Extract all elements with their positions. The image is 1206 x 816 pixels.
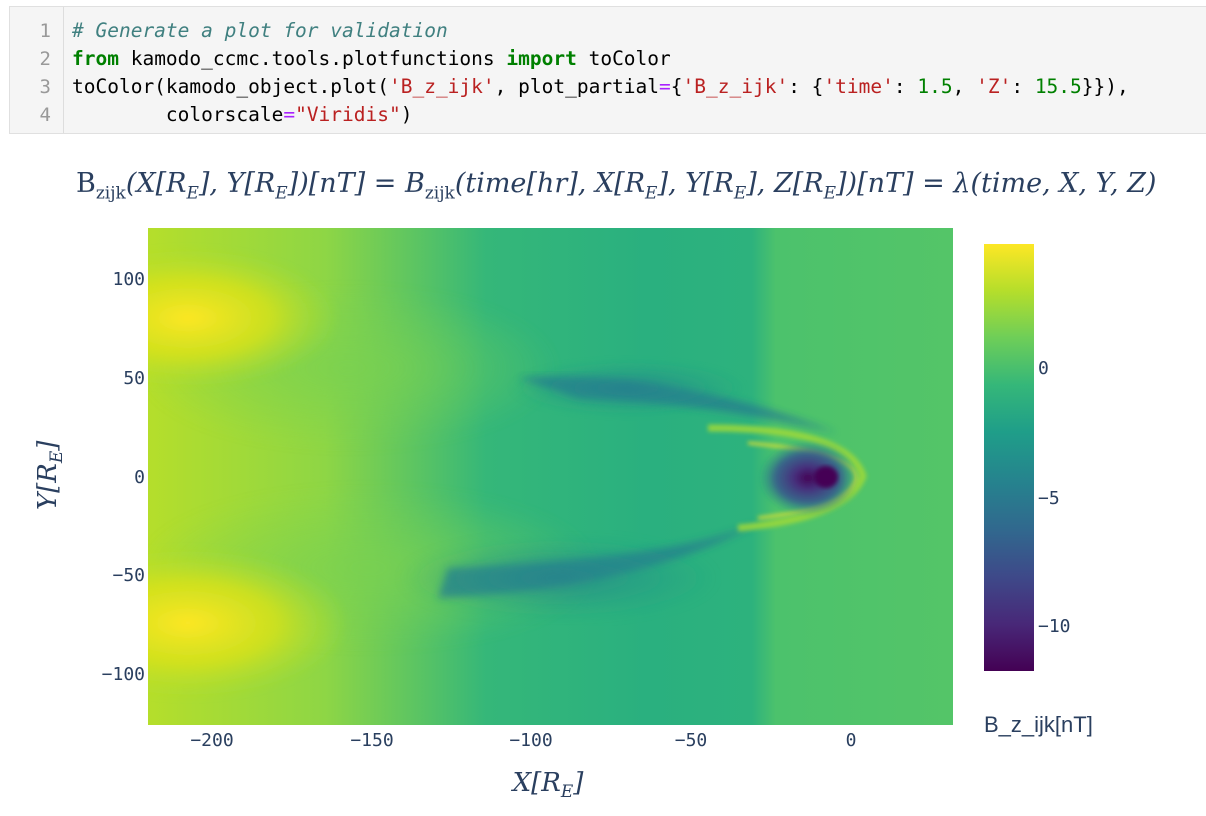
code-token: toColor <box>576 47 671 70</box>
colorbar-gradient <box>984 244 1034 671</box>
y-axis-label-text: ] <box>32 440 63 451</box>
code-line: from kamodo_ccmc.tools.plotfunctions imp… <box>72 45 671 73</box>
code-token: 'Z' <box>976 75 1012 98</box>
code-token: , <box>952 75 977 98</box>
heatmap-feature <box>758 440 858 516</box>
x-axis-label: X[RE] <box>513 768 584 802</box>
title-text: ], Y[R <box>198 168 276 199</box>
line-number: 3 <box>39 76 51 98</box>
title-text: zijk <box>95 183 126 204</box>
heatmap-plot-area[interactable] <box>148 228 953 725</box>
code-token: 'time' <box>823 75 894 98</box>
heatmap-feature <box>148 248 338 388</box>
code-token: kamodo_ccmc.tools.plotfunctions <box>118 47 507 70</box>
y-tick-label: −50 <box>112 565 145 586</box>
x-tick-label: −150 <box>350 730 394 751</box>
line-number: 4 <box>39 104 51 126</box>
code-token: : <box>1011 75 1035 98</box>
code-cell[interactable]: 1 2 3 4 # Generate a plot for validation… <box>9 6 1206 134</box>
code-token: { <box>670 75 683 98</box>
code-line: colorscale="Viridis") <box>72 101 413 129</box>
line-number: 2 <box>39 48 51 70</box>
title-text: (X[R <box>125 168 187 199</box>
title-text: B <box>76 168 96 199</box>
title-text: E <box>275 183 288 204</box>
title-text: ])[nT] = λ(time, X, Y, Z), t <box>836 168 1156 199</box>
title-text: E <box>823 183 837 204</box>
code-token: , plot_partial <box>494 75 660 98</box>
code-line: toColor(kamodo_object.plot('B_z_ijk', pl… <box>72 73 1129 101</box>
title-text: ])[nT] = B <box>287 168 425 199</box>
x-axis-label-text: X[R <box>512 768 561 798</box>
code-token: colorscale <box>72 103 284 126</box>
title-text: E <box>733 183 747 204</box>
code-token: ) <box>400 103 413 126</box>
line-number: 1 <box>39 20 51 42</box>
plot-title: Bzijk(X[RE], Y[RE])[nT] = Bzijk(time[hr]… <box>76 168 1156 208</box>
title-text: (time[hr], X[R <box>454 168 646 199</box>
code-token: : { <box>788 75 824 98</box>
heatmap-svg[interactable] <box>148 228 953 725</box>
x-tick-label: −100 <box>509 730 553 751</box>
y-tick-label: 50 <box>123 368 145 389</box>
code-token: "Viridis" <box>295 103 401 126</box>
y-tick-label: −100 <box>101 664 145 685</box>
code-token: 1.5 <box>917 75 953 98</box>
code-token: = <box>659 75 671 98</box>
heatmap-feature <box>398 538 718 618</box>
heatmap-feature <box>707 424 867 532</box>
y-tick-label: 0 <box>134 467 145 488</box>
code-token: 'B_z_ijk' <box>682 75 789 98</box>
code-token: import <box>506 47 577 70</box>
colorbar-tick-label: 0 <box>1038 358 1049 379</box>
heatmap-feature <box>148 548 348 698</box>
x-axis-label-text: ] <box>573 768 584 798</box>
title-text: ], Y[R <box>657 168 734 199</box>
y-tick-label: 100 <box>112 269 145 290</box>
code-token: 15.5 <box>1034 75 1082 98</box>
y-axis-label-text: Y[R <box>32 463 63 510</box>
colorbar-title: B_z_ijk[nT] <box>984 712 1093 737</box>
code-line: # Generate a plot for validation <box>72 17 448 45</box>
x-tick-label: −200 <box>190 730 234 751</box>
code-token: = <box>283 103 296 126</box>
colorbar <box>984 244 1034 671</box>
heatmap-feature <box>508 360 748 416</box>
code-token: : <box>893 75 918 98</box>
y-axis-label-sub: E <box>47 450 68 464</box>
title-text: zijk <box>424 183 455 204</box>
colorbar-tick-label: −10 <box>1038 616 1071 637</box>
y-axis-label: Y[RE] <box>32 441 68 510</box>
x-tick-label: −50 <box>674 730 708 751</box>
title-text: ], Z[R <box>746 168 824 199</box>
code-token: from <box>72 47 119 70</box>
title-text: E <box>186 183 199 204</box>
line-number-gutter: 1 2 3 4 <box>10 7 64 133</box>
heatmap-feature <box>814 466 838 488</box>
title-text: E <box>645 183 658 204</box>
code-token: 'B_z_ijk' <box>388 75 495 98</box>
x-tick-label: 0 <box>845 730 857 751</box>
x-axis-label-sub: E <box>560 782 574 803</box>
code-token: # Generate a plot for validation <box>72 19 448 42</box>
code-token: toColor(kamodo_object.plot( <box>72 75 389 98</box>
colorbar-tick-label: −5 <box>1038 488 1060 509</box>
code-token: }}), <box>1081 75 1129 98</box>
